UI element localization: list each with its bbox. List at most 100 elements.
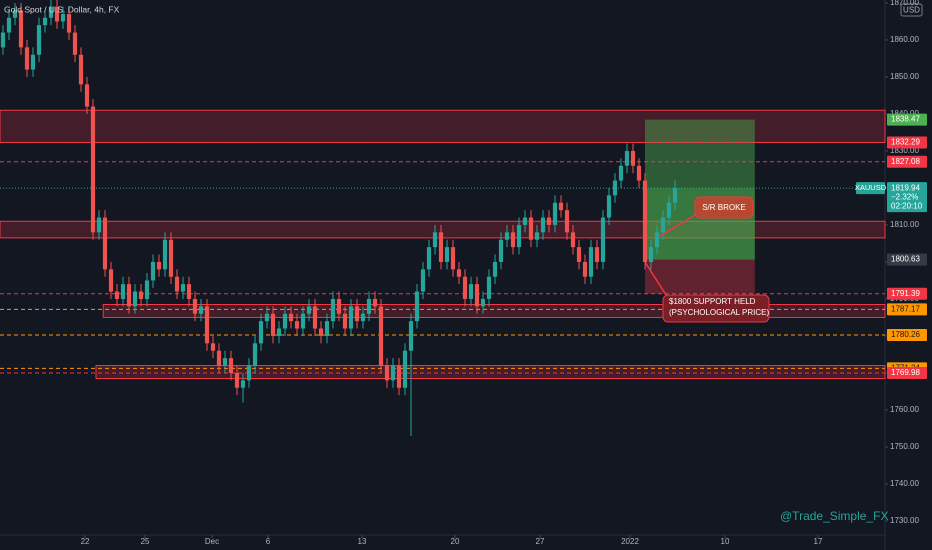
- candle-body: [444, 247, 450, 262]
- candle-body: [672, 187, 678, 203]
- y-tick-label: 1860.00: [890, 35, 919, 44]
- callout-box: [694, 196, 754, 219]
- symbol-bg: [856, 182, 885, 195]
- candle-body: [546, 217, 552, 225]
- last-price: 1819.94: [891, 183, 920, 192]
- candle-body: [54, 6, 60, 22]
- candle-body: [294, 321, 300, 329]
- candle-body: [318, 328, 324, 336]
- candle-body: [510, 232, 516, 248]
- annotations: S/R BROKE $1800 SUPPORT HELD (PSYCHOLOGICA…: [644, 196, 770, 323]
- y-tick-label: 1740.00: [890, 479, 919, 488]
- candle-body: [228, 358, 234, 373]
- candle-body: [612, 180, 618, 196]
- candle-body: [246, 365, 252, 381]
- candle-body: [600, 217, 606, 262]
- candle-body: [276, 328, 282, 336]
- candle-body: [474, 284, 480, 307]
- countdown: 02:20:10: [891, 201, 923, 210]
- candle-body: [306, 306, 312, 314]
- y-tick-label: 1870.00: [890, 0, 919, 7]
- candle-body: [450, 247, 456, 270]
- level-price-bg: [887, 328, 927, 341]
- candle-body: [636, 165, 642, 181]
- level-price-bg: [887, 287, 927, 300]
- candle-body: [336, 298, 342, 314]
- candle-body: [606, 195, 612, 218]
- candle-body: [534, 232, 540, 240]
- candle-body: [198, 306, 204, 314]
- candle-body: [60, 14, 66, 22]
- candle-body: [588, 247, 594, 277]
- candle-body: [492, 261, 498, 277]
- y-tick-label: 1810.00: [890, 220, 919, 229]
- x-tick-label: 6: [266, 537, 271, 546]
- candle-body: [516, 224, 522, 248]
- candle-body: [72, 32, 78, 55]
- candle-body: [18, 10, 24, 48]
- candle-body: [240, 380, 246, 388]
- candle-body: [84, 84, 90, 107]
- candle-body: [192, 298, 198, 314]
- candle-body: [156, 261, 162, 270]
- candle-body: [642, 180, 648, 262]
- candle-body: [330, 298, 336, 322]
- candle-body: [426, 247, 432, 270]
- candle-body: [630, 150, 636, 166]
- target-price: 1838.47: [891, 115, 920, 124]
- candle-body: [102, 217, 108, 270]
- candle-body: [126, 284, 132, 307]
- candle-body: [162, 239, 168, 270]
- x-tick-label: 27: [536, 537, 545, 546]
- y-tick-label: 1750.00: [890, 442, 919, 451]
- callout-text: S/R BROKE: [702, 203, 746, 212]
- candle-body: [258, 321, 264, 344]
- candle-body: [168, 239, 174, 277]
- target-price-bg: [887, 113, 927, 126]
- candle-body: [408, 321, 414, 351]
- level-price: 1780.26: [891, 330, 920, 339]
- candle-body: [264, 313, 270, 322]
- stop-zone: [645, 259, 755, 294]
- level-price-bg: [887, 155, 927, 168]
- candle-body: [558, 202, 564, 211]
- candle-body: [582, 261, 588, 277]
- candle-body: [456, 269, 462, 277]
- candle-body: [138, 291, 144, 299]
- candle-body: [120, 284, 126, 299]
- candle-body: [432, 232, 438, 248]
- candle-body: [96, 217, 102, 233]
- level-price: 1769.98: [891, 368, 920, 377]
- candle-body: [570, 232, 576, 248]
- level-price: 1787.17: [891, 305, 920, 314]
- candle-body: [594, 247, 600, 262]
- candle-body: [486, 276, 492, 299]
- candle-body: [354, 306, 360, 322]
- y-tick-label: 1850.00: [890, 72, 919, 81]
- candle-body: [366, 298, 372, 314]
- candle-body: [342, 313, 348, 329]
- candle-body: [360, 313, 366, 322]
- candle-body: [618, 165, 624, 181]
- callout-pointer: [659, 213, 698, 237]
- candle-body: [252, 343, 258, 366]
- candle-body: [132, 291, 138, 307]
- candle-body: [462, 276, 468, 299]
- candle-body: [36, 25, 42, 55]
- candle-body: [204, 306, 210, 344]
- candle-body: [522, 217, 528, 225]
- candle-body: [312, 306, 318, 329]
- candle-body: [438, 232, 444, 262]
- x-tick-label: Dec: [205, 537, 219, 546]
- candle-body: [282, 313, 288, 329]
- x-tick-label: 13: [358, 537, 367, 546]
- candle-body: [498, 239, 504, 262]
- candle-body: [390, 365, 396, 381]
- candle-body: [552, 202, 558, 225]
- y-tick-label: 1840.00: [890, 109, 919, 118]
- candle-body: [114, 291, 120, 299]
- candle-body: [270, 313, 276, 336]
- candle-body: [624, 150, 630, 166]
